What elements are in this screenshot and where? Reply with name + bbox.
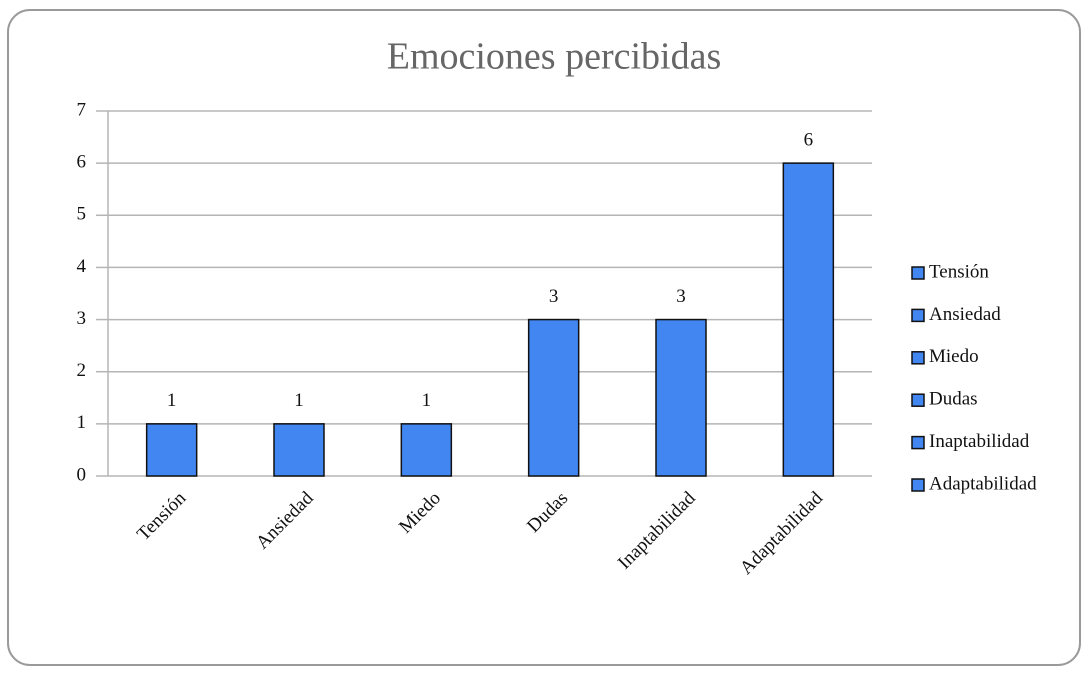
legend-swatch [911,393,925,407]
y-tick-label: 6 [77,152,87,173]
legend-swatch [911,266,925,280]
y-tick-label: 7 [77,99,87,120]
y-tick-label: 3 [77,308,87,329]
y-tick-label: 5 [77,204,87,225]
legend-label: Miedo [929,346,979,367]
y-tick-label: 1 [77,412,87,433]
chart-title: Emociones percibidas [387,36,722,78]
legend-label: Dudas [929,389,978,410]
data-label: 1 [294,390,304,411]
legend-label: Tensión [929,261,989,282]
legend-label: Adaptabilidad [929,473,1037,494]
bar [145,423,198,477]
y-tick-label: 4 [77,256,87,277]
bar [782,162,835,477]
data-label: 3 [676,286,686,307]
legend-swatch [911,435,925,450]
legend-label: Inaptabilidad [929,431,1030,452]
legend-swatch [911,478,925,492]
bar [527,318,580,477]
data-label: 1 [422,390,432,411]
bar [400,423,453,477]
data-label: 1 [167,390,177,411]
bar [273,423,325,477]
bar [655,318,707,477]
legend-label: Ansiedad [929,304,1001,325]
legend-swatch [911,351,925,365]
y-tick-label: 0 [77,464,87,485]
data-label: 6 [804,130,814,151]
legend-swatch [911,308,925,323]
y-tick-label: 2 [77,360,87,381]
data-label: 3 [549,286,559,307]
